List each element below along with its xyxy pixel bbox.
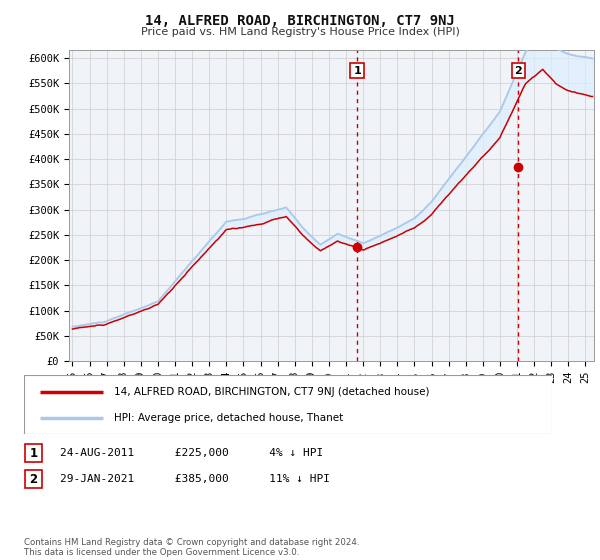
Text: HPI: Average price, detached house, Thanet: HPI: Average price, detached house, Than… [114,413,343,423]
Text: 1: 1 [353,66,361,76]
Text: 2: 2 [515,66,522,76]
Text: 29-JAN-2021      £385,000      11% ↓ HPI: 29-JAN-2021 £385,000 11% ↓ HPI [60,474,330,484]
Bar [25,470,42,488]
Text: Contains HM Land Registry data © Crown copyright and database right 2024.
This d: Contains HM Land Registry data © Crown c… [24,538,359,557]
Text: 14, ALFRED ROAD, BIRCHINGTON, CT7 9NJ: 14, ALFRED ROAD, BIRCHINGTON, CT7 9NJ [145,14,455,28]
Text: 2: 2 [29,473,38,486]
Text: 14, ALFRED ROAD, BIRCHINGTON, CT7 9NJ (detached house): 14, ALFRED ROAD, BIRCHINGTON, CT7 9NJ (d… [114,386,429,396]
Text: 1: 1 [29,446,38,460]
Text: 24-AUG-2011      £225,000      4% ↓ HPI: 24-AUG-2011 £225,000 4% ↓ HPI [60,448,323,458]
Bar [25,444,42,462]
Text: Price paid vs. HM Land Registry's House Price Index (HPI): Price paid vs. HM Land Registry's House … [140,27,460,37]
